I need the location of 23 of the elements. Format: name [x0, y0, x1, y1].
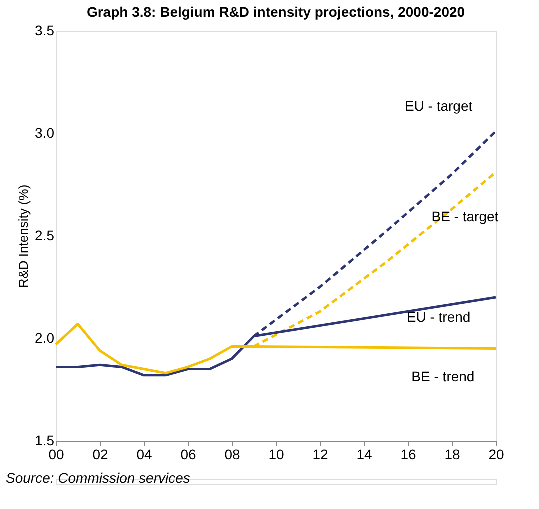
x-tick-label: 00 [48, 446, 64, 462]
x-tick-label: 08 [224, 446, 240, 462]
source-note: Source: Commission services [6, 470, 190, 486]
y-tick-label: 3.5 [35, 22, 55, 38]
y-tick-label: 3.0 [35, 125, 55, 141]
chart-title: Graph 3.8: Belgium R&D intensity projections, 2000-2020 [86, 4, 466, 20]
x-tick-label: 02 [92, 446, 108, 462]
x-tick-label: 12 [312, 446, 328, 462]
x-tick-label: 04 [136, 446, 152, 462]
y-axis-title: R&D Intensity (%) [16, 184, 32, 288]
series-label: BE - target [432, 208, 499, 225]
x-tick-label: 20 [488, 446, 504, 462]
x-tick-label: 06 [180, 446, 196, 462]
x-tick-label: 14 [356, 446, 372, 462]
y-tick-label: 2.5 [35, 228, 55, 244]
x-tick-label: 16 [400, 446, 416, 462]
x-tick-label: 18 [444, 446, 460, 462]
text: EU - target [404, 98, 473, 114]
series-label: BE - trend [412, 368, 475, 384]
series-label: EU - trend [406, 309, 471, 325]
x-tick-label: 10 [268, 446, 284, 462]
y-tick-label: 2.0 [35, 330, 55, 346]
y-tick-label: 1.5 [35, 432, 55, 448]
